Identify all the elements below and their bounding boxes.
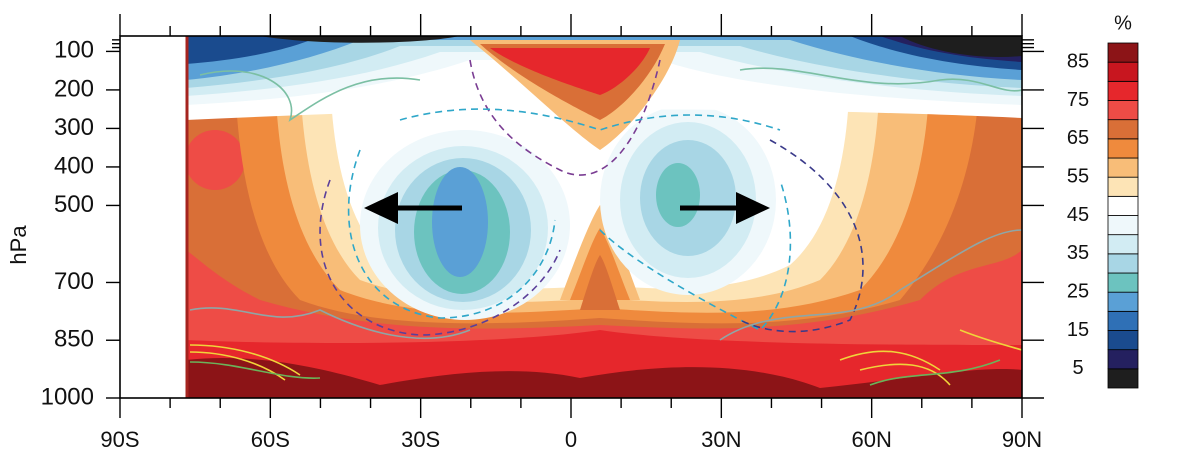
y-tick-label: 500 [54, 191, 94, 218]
y-tick-label: 100 [54, 37, 94, 64]
contour-line [189, 359, 1001, 386]
y-tick-label: 1000 [41, 383, 94, 410]
colorbar-box [1107, 119, 1139, 140]
colorbar-title: % [1114, 12, 1132, 34]
contour-fill [260, 36, 1022, 58]
contour-fill [656, 163, 700, 227]
x-tick-label: 60N [851, 427, 891, 452]
colorbar-label: 65 [1067, 127, 1089, 149]
y-tick-label: 400 [54, 152, 94, 179]
contour-line [189, 329, 1022, 386]
colorbar-label: 45 [1067, 204, 1089, 226]
colorbar-box [1107, 234, 1139, 255]
contour-fill [186, 130, 245, 190]
colorbar-box [1107, 195, 1139, 216]
colorbar-box [1107, 291, 1139, 312]
colorbar-box [1107, 310, 1139, 331]
colorbar-box [1107, 80, 1139, 101]
contour-line [189, 229, 1022, 341]
contour-lines [189, 59, 1022, 386]
contour-fill [186, 36, 1022, 88]
contour-line [199, 67, 1022, 122]
x-tick-label: 30S [401, 427, 440, 452]
contour-line [599, 179, 792, 331]
x-tick-label: 90N [1002, 427, 1042, 452]
y-tick-label: 850 [54, 326, 94, 353]
colorbar-box [1107, 272, 1139, 293]
colorbar-box [1107, 215, 1139, 236]
colorbar-label: 55 [1067, 165, 1089, 187]
colorbar-label: 5 [1072, 357, 1083, 379]
x-tick-label: 90S [100, 427, 139, 452]
colorbar-label: 75 [1067, 89, 1089, 111]
colorbar-box [1107, 330, 1139, 351]
x-tick-label: 30N [701, 427, 741, 452]
contour-line [739, 139, 864, 333]
y-tick-label: 200 [54, 75, 94, 102]
contour-line [319, 179, 561, 336]
colorbar-label: 85 [1067, 50, 1089, 72]
contour-line [399, 108, 781, 131]
colorbar-box [1107, 61, 1139, 82]
colorbar-label: 35 [1067, 242, 1089, 264]
contour-fill [186, 358, 1022, 398]
colorbar-box [1107, 157, 1139, 178]
colorbar-box [1107, 100, 1139, 121]
colorbar-label: 15 [1067, 319, 1089, 341]
contour-fill [580, 255, 620, 310]
x-tick-label: 60S [251, 427, 290, 452]
y-axis-label: hPa [6, 225, 31, 265]
contour-fill [432, 167, 488, 277]
colorbar-box [1107, 138, 1139, 159]
x-tick-label: 0 [565, 427, 577, 452]
contour-field [186, 36, 1022, 398]
y-tick-label: 300 [54, 114, 94, 141]
colorbar-label: 25 [1067, 280, 1089, 302]
colorbar-box [1107, 253, 1139, 274]
contour-line [347, 149, 556, 319]
contour-fill [490, 48, 650, 95]
colorbar-box [1107, 349, 1139, 370]
y-tick-label: 700 [54, 268, 94, 295]
colorbar-box [1107, 42, 1139, 63]
colorbar-box [1107, 176, 1139, 197]
arrow-head [364, 192, 398, 224]
arrow-head [736, 192, 770, 224]
colorbar-box [1107, 368, 1139, 389]
